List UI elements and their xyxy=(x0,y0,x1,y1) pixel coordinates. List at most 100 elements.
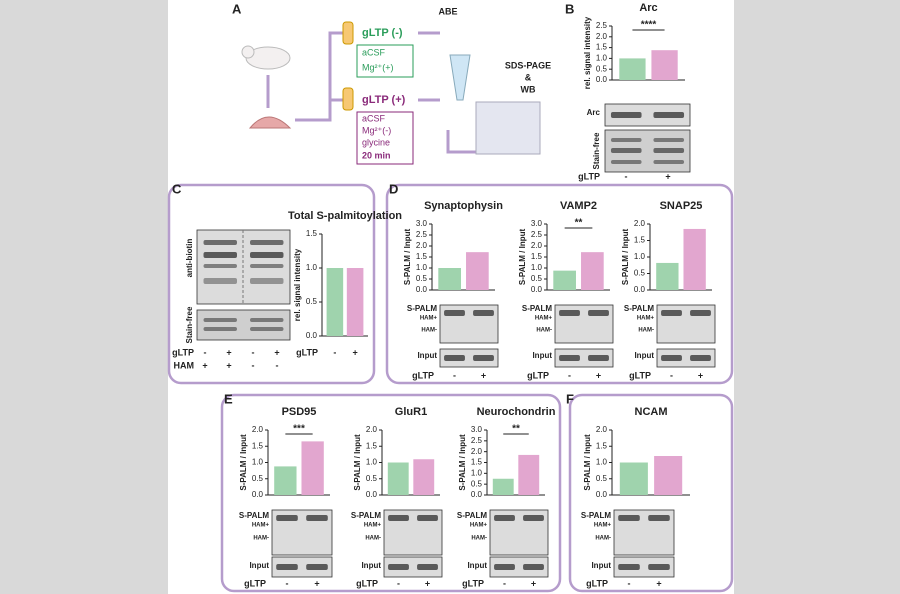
y-axis-label: rel. signal intensity xyxy=(583,16,592,89)
y-tick-label: 1.0 xyxy=(596,458,608,467)
blot-label: S-PALM xyxy=(407,304,437,313)
bar xyxy=(346,268,364,336)
bar xyxy=(651,50,678,80)
blot-label: HAM+ xyxy=(470,523,488,529)
y-tick-label: 1.5 xyxy=(252,441,264,450)
x-axis-label: gLTP xyxy=(629,370,651,380)
blot-band xyxy=(250,252,284,258)
blot-band xyxy=(444,355,465,361)
blot-image xyxy=(196,309,291,341)
category-label: - xyxy=(625,171,628,181)
chart-title: SNAP25 xyxy=(660,200,703,212)
bar xyxy=(553,270,576,290)
eppendorf-icon xyxy=(449,54,471,101)
y-tick-label: 0.5 xyxy=(531,274,543,283)
category-label: + xyxy=(352,347,357,357)
y-axis-label: S-PALM / Input xyxy=(239,434,248,491)
blot-band xyxy=(559,355,580,361)
y-tick-label: 3.0 xyxy=(471,425,483,434)
y-tick-label: 0.0 xyxy=(634,285,646,294)
blot-label: HAM+ xyxy=(594,523,612,529)
bar xyxy=(413,459,435,495)
y-axis-label: S-PALM / Input xyxy=(621,229,630,286)
condition-line: Mg²⁺(+) xyxy=(362,62,394,72)
blot-label: anti-biotin xyxy=(185,239,194,278)
lane-label: - xyxy=(276,360,279,370)
y-axis-label: rel. signal intensity xyxy=(293,248,302,321)
blot-label: HAM- xyxy=(471,536,487,542)
blot-band xyxy=(618,564,640,570)
blot-label: S-PALM xyxy=(581,511,611,520)
significance-label: ** xyxy=(512,424,520,435)
panel-frame xyxy=(167,183,376,385)
blot-band xyxy=(203,327,237,331)
chart-title: PSD95 xyxy=(282,406,317,418)
blot-label: S-PALM xyxy=(522,304,552,313)
bar xyxy=(326,268,344,336)
y-tick-label: 2.0 xyxy=(366,425,378,434)
blot-band xyxy=(610,112,642,118)
x-axis-label: gLTP xyxy=(527,370,549,380)
blot-band xyxy=(559,310,580,316)
blot-band xyxy=(250,327,284,331)
blot-band xyxy=(473,310,494,316)
category-label: - xyxy=(670,370,673,380)
y-tick-label: 0.0 xyxy=(596,75,608,84)
y-tick-label: 2.0 xyxy=(531,241,543,250)
blot-band xyxy=(250,264,284,268)
condition-name: gLTP (+) xyxy=(362,94,406,106)
y-tick-label: 0.5 xyxy=(634,269,646,278)
significance-label: **** xyxy=(641,20,657,31)
y-tick-label: 0.0 xyxy=(416,285,428,294)
y-tick-label: 0.0 xyxy=(252,490,264,499)
bar xyxy=(387,462,409,495)
blot-band xyxy=(690,310,711,316)
blot-label: S-PALM xyxy=(457,511,487,520)
category-label: + xyxy=(531,578,536,588)
blot-band xyxy=(588,310,609,316)
lane-label: - xyxy=(252,360,255,370)
tube-icon xyxy=(342,87,354,111)
category-label: - xyxy=(503,578,506,588)
y-tick-label: 0.0 xyxy=(306,331,318,340)
y-tick-label: 1.5 xyxy=(596,43,608,52)
step-label: & xyxy=(525,72,532,82)
y-tick-label: 1.0 xyxy=(531,263,543,272)
blot-band xyxy=(648,515,670,521)
blot-label: HAM- xyxy=(536,328,552,334)
lane-label: + xyxy=(202,360,207,370)
panel-frame xyxy=(385,183,734,385)
condition-box xyxy=(356,44,414,78)
y-tick-label: 2.0 xyxy=(596,32,608,41)
blot-label: HAM- xyxy=(421,328,437,334)
condition-line: 20 min xyxy=(362,150,391,160)
lane-label: - xyxy=(252,347,255,357)
blot-band xyxy=(203,252,237,258)
blot-label: Input xyxy=(417,351,437,360)
blot-band xyxy=(653,112,685,118)
y-tick-label: 1.5 xyxy=(471,458,483,467)
bar xyxy=(274,466,297,495)
blot-label: Input xyxy=(467,561,487,570)
y-tick-label: 1.0 xyxy=(596,54,608,63)
blot-image xyxy=(613,556,675,578)
y-tick-label: 1.0 xyxy=(306,263,318,272)
blot-label: HAM+ xyxy=(252,523,270,529)
blot-band xyxy=(523,515,544,521)
chart-title: Neurochondrin xyxy=(477,406,556,418)
lane-label: - xyxy=(204,347,207,357)
blot-band xyxy=(203,240,237,245)
step-label: ABE xyxy=(438,6,457,16)
y-axis-label: S-PALM / Input xyxy=(458,434,467,491)
category-label: + xyxy=(656,578,661,588)
blot-band xyxy=(306,564,328,570)
blot-image xyxy=(656,348,716,368)
bar xyxy=(301,441,324,495)
y-tick-label: 2.0 xyxy=(252,425,264,434)
blot-label: Input xyxy=(249,561,269,570)
condition-line: aCSF xyxy=(362,113,386,123)
panel-label: E xyxy=(224,391,233,406)
blot-band xyxy=(250,240,284,245)
blot-band xyxy=(653,160,685,164)
